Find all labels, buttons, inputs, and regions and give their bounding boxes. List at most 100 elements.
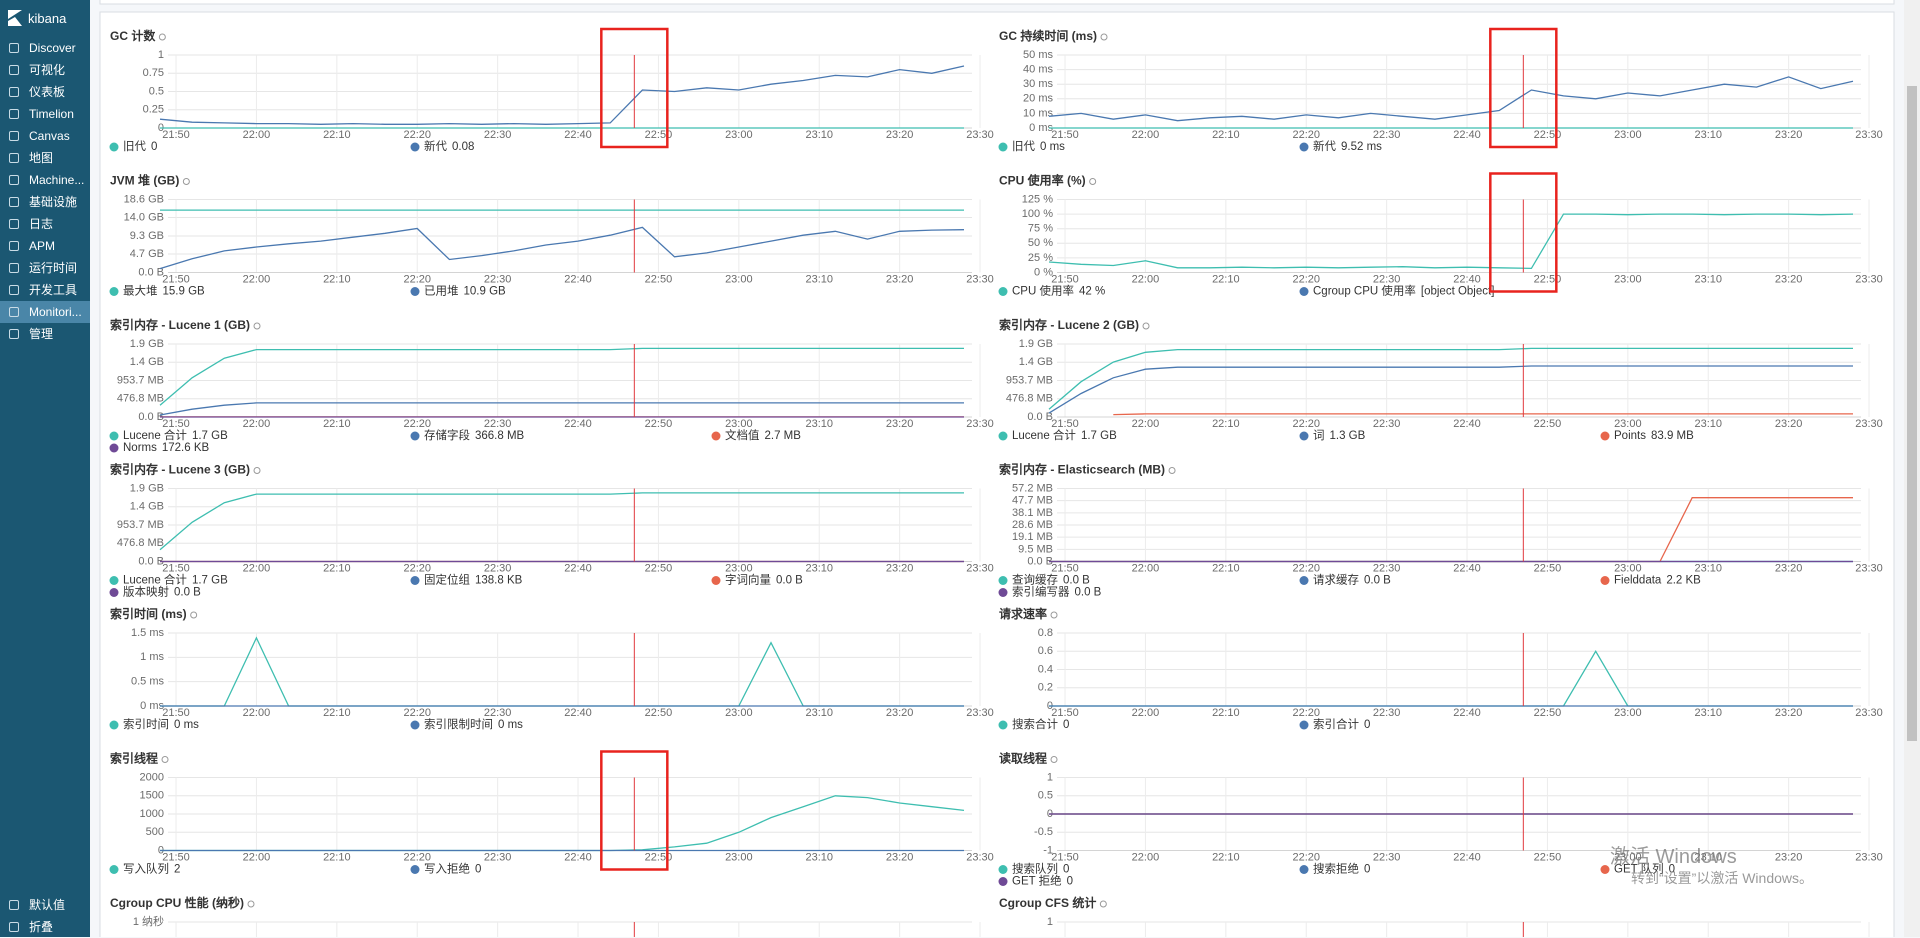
x-tick-label: 23:00 (725, 562, 753, 574)
nav-item[interactable]: 运行时间 (0, 257, 90, 279)
x-tick-label: 21:50 (1051, 273, 1079, 285)
x-tick-label: 21:50 (1051, 562, 1079, 574)
legend-value: 0 ms (498, 719, 523, 731)
legend-swatch (1600, 431, 1610, 441)
x-tick-label: 23:20 (886, 851, 914, 863)
x-tick-label: 23:30 (966, 707, 994, 719)
y-tick-label: 9.3 GB (130, 230, 164, 242)
chart-title: JVM 堆 (GB) (110, 173, 179, 188)
legend-swatch (109, 865, 119, 874)
x-tick-label: 21:50 (162, 273, 190, 285)
legend-value: 0.0 B (1063, 575, 1090, 587)
legend-entry: 固定位组 138.8 KB (424, 573, 523, 587)
nav-item[interactable]: 管理 (0, 323, 90, 345)
legend-value: 2.2 KB (1666, 575, 1701, 587)
info-icon (190, 611, 198, 619)
watermark-subtitle: 转到“设置”以激活 Windows。 (1631, 870, 1814, 886)
chart-title: 索引内存 - Lucene 1 (GB) (110, 317, 250, 332)
y-tick-label: 0.0 B (138, 555, 164, 567)
x-tick-label: 21:50 (162, 129, 190, 141)
chart-title: 读取线程 (999, 751, 1047, 766)
legend-name: 索引限制时间 (424, 717, 493, 731)
nav-item[interactable]: Machine... (0, 169, 90, 191)
nav-label: Discover (29, 41, 76, 55)
scrollbar[interactable] (1904, 0, 1920, 937)
info-icon (1100, 33, 1108, 41)
top-panel-edge (99, 0, 1895, 5)
info-icon (253, 467, 261, 474)
nav-icon (9, 329, 19, 339)
nav-item[interactable]: 仪表板 (0, 81, 90, 103)
y-tick-label: 0.0 B (1027, 411, 1053, 423)
legend-entry: 索引时间 0 ms (123, 717, 199, 731)
legend-swatch (410, 865, 420, 874)
y-tick-label: 0.2 (1038, 682, 1053, 694)
x-tick-label: 22:00 (243, 562, 271, 574)
y-tick-label: 0.6 (1038, 645, 1053, 657)
y-tick-label: 9.5 MB (1018, 543, 1053, 555)
y-tick-label: 14.0 GB (124, 211, 164, 223)
legend-name: 索引合计 (1313, 717, 1359, 731)
chart-title: 索引内存 - Lucene 2 (GB) (999, 317, 1139, 332)
legend-swatch (109, 443, 119, 453)
info-icon (1050, 756, 1058, 763)
nav-item[interactable]: 基础设施 (0, 191, 90, 213)
x-tick-label: 22:00 (243, 418, 271, 430)
y-tick-label: 1 (1047, 916, 1053, 928)
y-tick-label: 50 % (1028, 237, 1053, 249)
series-line (1113, 413, 1853, 416)
series-line (1048, 365, 1853, 414)
y-tick-label: 1.9 GB (130, 482, 164, 494)
x-tick-label: 22:00 (243, 707, 271, 719)
nav-item[interactable]: 地图 (0, 147, 90, 169)
y-tick-label: 0.0 B (138, 411, 164, 423)
x-tick-label: 23:00 (725, 129, 753, 141)
x-tick-label: 21:50 (1051, 851, 1079, 863)
info-icon (247, 900, 255, 908)
x-tick-label: 22:40 (1453, 707, 1481, 719)
x-tick-label: 22:10 (323, 707, 351, 719)
legend-value: 15.9 GB (163, 286, 206, 298)
legend-entry: 旧代 0 ms (1012, 140, 1065, 153)
nav-item[interactable]: 开发工具 (0, 279, 90, 301)
y-tick-label: 1.4 GB (130, 501, 164, 513)
nav-footer-item[interactable]: 默认值 (0, 894, 90, 916)
legend-swatch (109, 720, 119, 730)
legend-swatch (998, 877, 1008, 886)
y-tick-label: 1.9 GB (1019, 338, 1053, 350)
x-tick-label: 23:00 (725, 707, 753, 719)
info-icon (1099, 900, 1107, 908)
y-tick-label: 1 纳秒 (133, 914, 164, 928)
nav-item[interactable]: 日志 (0, 213, 90, 235)
legend-name: 旧代 (123, 140, 146, 153)
x-tick-label: 22:30 (1373, 418, 1401, 430)
y-tick-label: 476.8 MB (117, 537, 164, 549)
nav-item[interactable]: Monitori... (0, 301, 90, 323)
x-tick-label: 22:40 (564, 562, 592, 574)
legend-entry: 索引限制时间 0 ms (424, 717, 523, 731)
legend-name: 搜索队列 (1012, 862, 1058, 876)
legend-value: 2.7 MB (765, 430, 802, 442)
x-tick-label: 22:20 (403, 562, 431, 574)
y-tick-label: 0 % (1034, 266, 1053, 278)
nav-item[interactable]: Timelion (0, 103, 90, 125)
legend-swatch (109, 142, 119, 152)
x-tick-label: 23:00 (1614, 851, 1642, 863)
x-tick-label: 22:00 (243, 129, 271, 141)
nav-item[interactable]: 可视化 (0, 59, 90, 81)
legend-value: 0 (151, 141, 157, 153)
nav-footer-item[interactable]: 折叠 (0, 916, 90, 938)
info-icon (1089, 178, 1097, 185)
scroll-thumb[interactable] (1907, 86, 1917, 741)
nav-label: Canvas (29, 129, 70, 143)
nav-item[interactable]: Canvas (0, 125, 90, 147)
legend-swatch (1600, 865, 1610, 874)
nav-item[interactable]: Discover (0, 37, 90, 59)
legend-entry: GET 拒绝 0 (1012, 874, 1073, 888)
nav-item[interactable]: APM (0, 235, 90, 257)
brand[interactable]: kibana (8, 8, 66, 28)
legend-name: 词 (1313, 429, 1325, 442)
legend-entry: Lucene 合计 1.7 GB (1012, 428, 1117, 442)
legend-swatch (998, 287, 1008, 296)
legend-value: 0.0 B (174, 587, 201, 599)
